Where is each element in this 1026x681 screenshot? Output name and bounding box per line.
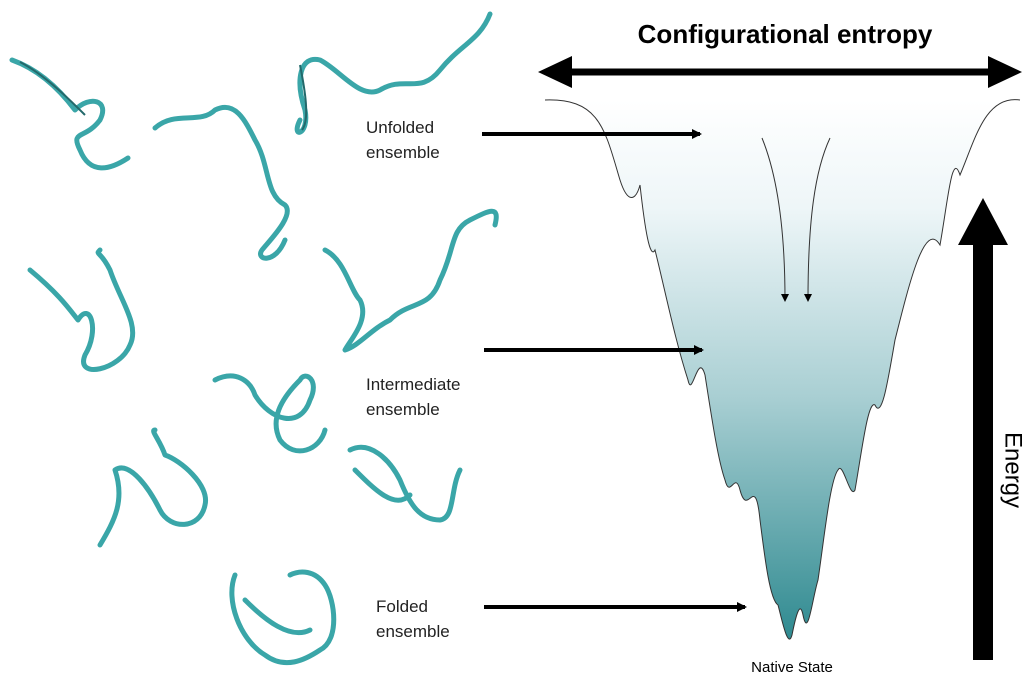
title: Configurational entropy — [638, 19, 933, 49]
ensemble-label: Unfolded — [366, 118, 434, 137]
protein-structures — [12, 14, 496, 663]
diagram: Configurational entropy Energy Unfolded … — [0, 0, 1026, 681]
ensemble-label: Intermediate — [366, 375, 461, 394]
ensemble-label: ensemble — [366, 400, 440, 419]
energy-funnel — [545, 100, 1020, 639]
energy-label: Energy — [1000, 432, 1026, 508]
entropy-arrow — [538, 56, 1022, 88]
native-state-label: Native State — [751, 659, 833, 676]
ensemble-label: ensemble — [376, 622, 450, 641]
ensemble-label: ensemble — [366, 143, 440, 162]
ensemble-label: Folded — [376, 597, 428, 616]
energy-arrow — [958, 198, 1008, 660]
